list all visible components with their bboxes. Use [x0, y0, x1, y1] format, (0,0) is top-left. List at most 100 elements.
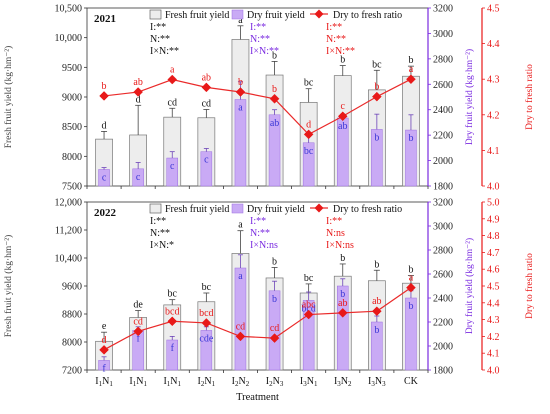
- legend-fresh-label: Fresh fruit yield: [165, 10, 229, 21]
- dry-tick-label: 2600: [433, 80, 453, 91]
- dry-letter: ab: [338, 121, 347, 132]
- dry-letter: cde: [199, 333, 213, 344]
- ratio-axis-label: Dry to fresh ratio: [524, 253, 535, 319]
- fresh-letter: b: [408, 265, 413, 276]
- ratio-letter: b: [102, 81, 107, 92]
- legend-ratio-marker: [314, 9, 324, 19]
- ratio-tick-label: 4.3: [487, 315, 500, 326]
- ratio-marker: [269, 93, 280, 104]
- left-axis-label: Fresh fruit yield (kg·hm⁻²): [3, 46, 14, 149]
- ratio-tick-label: 4.2: [487, 110, 500, 121]
- legend-fresh-label: Fresh fruit yield: [165, 204, 229, 215]
- ratio-letter: bcd: [165, 306, 179, 317]
- x-tick-label: I1N1: [95, 376, 113, 388]
- left-tick-label: 8800: [62, 310, 82, 321]
- ratio-letter: b: [238, 77, 243, 88]
- dry-letter: b: [374, 132, 379, 143]
- dry-letter: f: [136, 333, 140, 344]
- legend-ratio-label: Dry to fresh ratio: [333, 10, 402, 21]
- dry-letter: f: [171, 343, 175, 354]
- fresh-letter: de: [133, 300, 143, 311]
- ratio-letter: a: [409, 64, 414, 75]
- dry-tick-label: 2400: [433, 105, 453, 116]
- ratio-tick-label: 5.0: [487, 198, 500, 209]
- ratio-tick-label: 4.9: [487, 214, 500, 225]
- ratio-marker: [99, 344, 109, 355]
- dry-tick-label: 2000: [433, 156, 453, 167]
- dry-letter: b: [272, 294, 277, 305]
- fresh-letter: d: [102, 120, 107, 131]
- ratio-axis-label: Dry to fresh ratio: [524, 64, 535, 130]
- ratio-marker: [201, 318, 212, 328]
- ratio-tick-label: 4.8: [487, 231, 500, 242]
- left-axis-label: Fresh fruit yield (kg·hm⁻²): [3, 235, 14, 338]
- ratio-tick-label: 4.4: [487, 298, 500, 309]
- fresh-letter: d: [136, 94, 141, 105]
- ratio-letter: d: [306, 119, 311, 130]
- dry-letter: f: [102, 363, 106, 374]
- fresh-letter: b: [340, 55, 345, 66]
- ratio-letter: d: [102, 335, 107, 346]
- ratio-letter: a: [170, 65, 175, 76]
- ratio-marker: [167, 316, 178, 327]
- x-tick-label: CK: [404, 376, 419, 387]
- stats-ratio: I×N:ns: [326, 240, 354, 251]
- stats-fresh: I:**: [150, 216, 166, 227]
- dry-letter: ab: [270, 118, 279, 129]
- fresh-letter: bc: [202, 282, 212, 293]
- dry-letter: b: [374, 325, 379, 336]
- stats-dry: I:**: [250, 216, 266, 227]
- legend-dry-swatch: [231, 203, 244, 214]
- fresh-letter: cd: [168, 97, 177, 108]
- ratio-tick-label: 4.7: [487, 248, 500, 259]
- ratio-letter: a: [409, 273, 414, 284]
- left-tick-label: 7500: [62, 182, 82, 193]
- dry-letter: a: [238, 103, 243, 114]
- ratio-marker: [269, 333, 280, 343]
- stats-fresh: N:**: [150, 34, 170, 45]
- dry-tick-label: 3200: [433, 198, 453, 209]
- dry-letter: c: [204, 155, 209, 166]
- x-tick-label: I2N1: [198, 376, 216, 388]
- year-label: 2021: [94, 13, 116, 25]
- dry-letter: bc: [304, 146, 314, 157]
- dry-letter: a: [238, 271, 243, 282]
- ratio-tick-label: 4.3: [487, 75, 500, 86]
- dry-letter: b: [340, 289, 345, 300]
- dry-tick-label: 3000: [433, 29, 453, 40]
- stats-dry: N:**: [250, 228, 270, 239]
- legend-dry-label: Dry fruit yield: [247, 10, 305, 21]
- x-tick-label: I1N1: [129, 376, 147, 388]
- left-tick-label: 10,500: [55, 4, 83, 15]
- x-tick-label: I3N1: [300, 376, 318, 388]
- x-tick-label: I3N2: [334, 376, 352, 388]
- fresh-letter: b: [408, 55, 413, 66]
- legend-dry-label: Dry fruit yield: [247, 204, 305, 215]
- ratio-letter: ab: [372, 296, 381, 307]
- panel-2021: 7500 8000 8500 9000 9500 10,000 10,500 Fresh fr…: [3, 4, 535, 193]
- ratio-tick-label: 4.0: [487, 182, 500, 193]
- ratio-letter: ab: [202, 72, 211, 83]
- dry-tick-label: 2200: [433, 131, 453, 142]
- ratio-marker: [406, 74, 416, 85]
- ratio-tick-label: 4.1: [487, 349, 500, 360]
- legend-ratio-marker: [314, 203, 324, 213]
- dry-letter: c: [170, 161, 175, 172]
- ratio-letter: b: [272, 84, 277, 95]
- dry-letter: c: [136, 172, 141, 183]
- stats-fresh: I:**: [150, 22, 166, 33]
- left-tick-label: 8000: [62, 338, 82, 349]
- fresh-letter: a: [238, 15, 243, 26]
- legend-ratio-label: Dry to fresh ratio: [333, 204, 402, 215]
- dry-letter: bcd: [301, 303, 315, 314]
- ratio-tick-label: 4.1: [487, 146, 500, 157]
- ratio-marker: [371, 306, 382, 317]
- dry-tick-label: 2200: [433, 318, 453, 329]
- dry-letter: c: [102, 172, 107, 183]
- dry-tick-label: 2800: [433, 54, 453, 65]
- stats-ratio: I:**: [326, 22, 342, 33]
- ratio-tick-label: 4.0: [487, 366, 500, 377]
- ratio-marker: [235, 331, 246, 342]
- fresh-letter: b: [340, 253, 345, 264]
